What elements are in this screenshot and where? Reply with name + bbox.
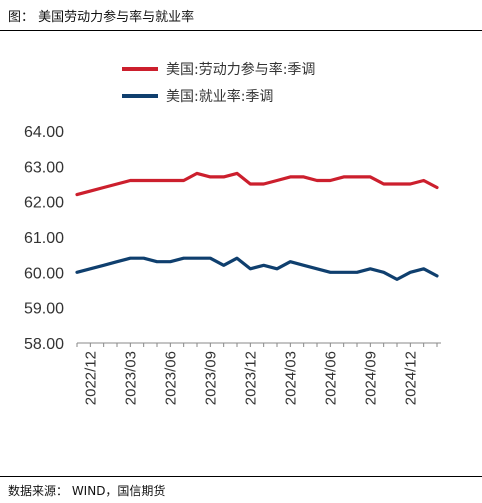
y-tick-label: 63.00: [24, 159, 64, 176]
y-tick-label: 61.00: [24, 230, 64, 247]
figure-title: 图： 美国劳动力参与率与就业率: [8, 10, 195, 25]
line-chart: 美国:劳动力参与率:季调 美国:就业率:季调 64.00 63.00 62.00 61…: [24, 61, 441, 405]
y-tick-label: 62.00: [24, 195, 64, 212]
legend-label-participation: 美国:劳动力参与率:季调: [166, 61, 315, 78]
x-tick-label: 2023/03: [122, 351, 139, 405]
x-tick-label: 2024/09: [362, 351, 379, 405]
x-tick-label: 2024/06: [322, 351, 339, 405]
x-tick-label: 2023/09: [202, 351, 219, 405]
y-tick-label: 64.00: [24, 124, 64, 141]
y-tick-label: 59.00: [24, 301, 64, 318]
x-tick-label: 2024/03: [282, 351, 299, 405]
axes: 64.00 63.00 62.00 61.00 60.00 59.00 58.00 2022/…: [24, 124, 441, 405]
x-tick-label: 2023/06: [162, 351, 179, 405]
source-note: 数据来源： WIND，国信期货: [8, 484, 166, 498]
y-tick-label: 58.00: [24, 336, 64, 353]
x-tick-label: 2024/12: [402, 351, 419, 405]
series-lines: [75, 171, 439, 281]
x-tick-label: 2022/12: [82, 351, 99, 405]
series-line-employment: [75, 256, 439, 281]
top-rule: [0, 30, 482, 31]
series-line-participation: [75, 171, 439, 197]
bottom-rule: [0, 476, 482, 477]
y-tick-label: 60.00: [24, 265, 64, 282]
legend-label-employment: 美国:就业率:季调: [166, 88, 273, 105]
legend: 美国:劳动力参与率:季调 美国:就业率:季调: [122, 61, 315, 105]
x-tick-label: 2023/12: [242, 351, 259, 405]
